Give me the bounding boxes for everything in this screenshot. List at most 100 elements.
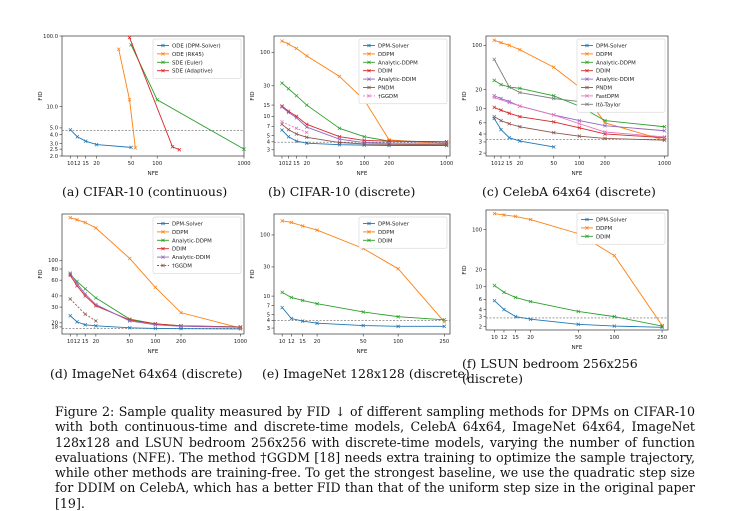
- data-point: [492, 78, 497, 83]
- data-point: [280, 128, 284, 132]
- legend-marker: [161, 263, 165, 268]
- data-point: [492, 298, 497, 303]
- x-tick-label: 10: [279, 161, 286, 167]
- data-point: [528, 299, 533, 304]
- x-tick-label: 15: [82, 161, 89, 167]
- data-point: [83, 286, 88, 291]
- data-point: [94, 296, 98, 300]
- legend-box: [152, 38, 242, 79]
- data-point: [361, 310, 366, 314]
- legend-label: DPM-Solver: [596, 44, 628, 50]
- data-point: [177, 147, 182, 152]
- y-tick-label: 3: [267, 148, 270, 154]
- series-ode-rk45: [116, 47, 138, 150]
- legend-label: DPM-Solver: [172, 222, 204, 228]
- data-point: [492, 105, 497, 110]
- data-point: [68, 271, 73, 275]
- x-axis-label: NFE: [148, 171, 159, 177]
- x-tick-label: 1000: [234, 339, 247, 345]
- x-tick-label: 50: [126, 339, 133, 345]
- data-point: [83, 292, 88, 296]
- y-tick-label: 4: [267, 140, 271, 146]
- data-point: [387, 142, 391, 147]
- data-point: [304, 103, 309, 107]
- data-point: [499, 108, 503, 112]
- legend-marker: [367, 52, 371, 56]
- y-tick-label: 5.0: [50, 126, 58, 132]
- data-point: [662, 135, 667, 139]
- legend-label: Analytic-DDPM: [378, 60, 418, 66]
- legend-marker: [161, 43, 165, 48]
- legend-box: [152, 216, 242, 274]
- data-point: [127, 319, 132, 323]
- legend-marker: [161, 246, 165, 251]
- data-point: [280, 290, 285, 295]
- data-point: [492, 114, 497, 119]
- data-point: [289, 295, 294, 300]
- legend-label: DPM-Solver: [596, 218, 628, 224]
- chart-panel-d: 10 12 15 20 50 100 200 1000 18 20 30 40 60 80 100 NFE FI…: [32, 206, 252, 361]
- data-point: [551, 145, 556, 149]
- y-tick-label: 30: [51, 305, 58, 311]
- x-tick-label: 15: [506, 161, 513, 167]
- data-point: [83, 220, 88, 225]
- y-tick-label: 30: [263, 84, 270, 90]
- y-tick-label: 4: [479, 132, 483, 138]
- legend-marker: [585, 85, 589, 90]
- x-tick-label: 12: [74, 161, 81, 167]
- y-tick-label: 60: [51, 278, 58, 284]
- series-line: [494, 79, 665, 128]
- data-point: [518, 90, 522, 95]
- data-point: [294, 93, 299, 98]
- legend-label: Analytic-DDPM: [172, 238, 212, 244]
- x-tick-label: 15: [299, 339, 306, 345]
- legend-marker: [161, 230, 165, 234]
- x-axis-label: NFE: [357, 171, 368, 177]
- data-point: [577, 118, 582, 123]
- data-point: [127, 35, 132, 40]
- data-point: [127, 97, 132, 102]
- data-point: [551, 120, 556, 124]
- data-point: [153, 326, 158, 331]
- data-point: [396, 314, 400, 319]
- y-tick-label: 40: [51, 294, 58, 300]
- x-axis-label: NFE: [357, 349, 368, 355]
- legend-marker: [367, 230, 371, 234]
- data-point: [280, 81, 284, 85]
- x-tick-label: 12: [498, 161, 505, 167]
- y-tick-label: 30: [263, 265, 270, 271]
- legend-marker: [367, 94, 371, 98]
- y-tick-label: 10: [263, 294, 270, 300]
- legend-label: DDPM: [378, 52, 395, 58]
- data-point: [304, 141, 309, 146]
- data-point: [492, 57, 497, 62]
- data-point: [280, 219, 285, 223]
- data-point: [75, 320, 79, 324]
- data-point: [576, 309, 581, 314]
- x-tick-label: 1000: [440, 161, 453, 167]
- data-point: [361, 323, 366, 328]
- legend-marker: [585, 68, 589, 73]
- x-tick-label: 20: [93, 339, 100, 345]
- data-point: [518, 114, 522, 119]
- y-tick-label: 20: [475, 267, 482, 273]
- x-tick-label: 50: [128, 161, 135, 167]
- data-point: [83, 322, 88, 327]
- series-fastdpm: [492, 95, 667, 139]
- data-point: [286, 42, 291, 46]
- legend-box: [358, 216, 448, 249]
- x-tick-label: 12: [501, 335, 508, 341]
- data-point: [603, 118, 607, 123]
- y-axis-label: FID: [38, 91, 44, 100]
- data-point: [502, 290, 506, 295]
- data-point: [179, 324, 183, 329]
- data-point: [294, 115, 299, 120]
- legend-marker: [585, 102, 589, 107]
- legend-marker: [367, 221, 371, 226]
- data-point: [551, 130, 556, 135]
- data-point: [83, 312, 88, 317]
- legend-marker: [367, 68, 371, 73]
- y-tick-label: 20: [51, 321, 58, 327]
- y-tick-label: 5: [267, 312, 270, 318]
- legend-label: †GGDM: [172, 264, 192, 270]
